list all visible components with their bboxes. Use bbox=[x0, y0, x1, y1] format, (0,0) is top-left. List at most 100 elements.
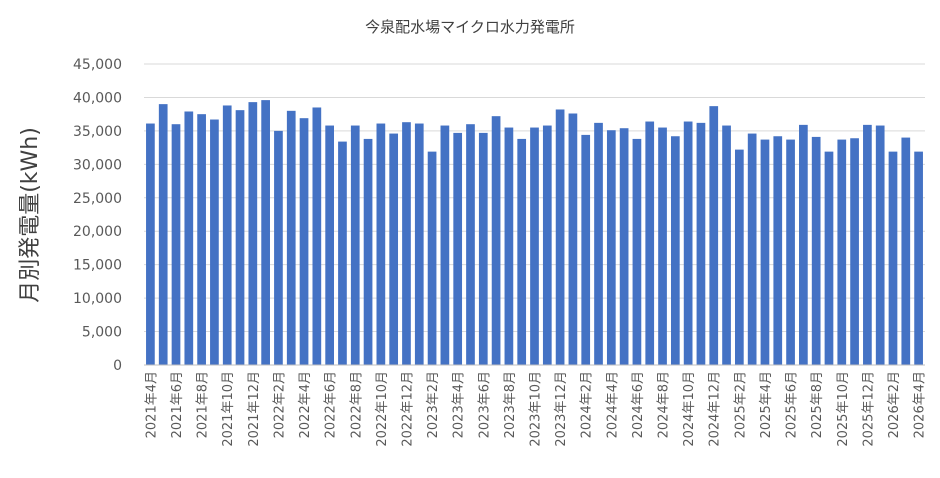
bar bbox=[184, 111, 194, 365]
bar bbox=[261, 100, 270, 366]
bar bbox=[453, 132, 463, 365]
x-tick-label: 2024年6月 bbox=[631, 371, 646, 438]
bar bbox=[414, 123, 424, 365]
bar bbox=[658, 127, 667, 366]
bar bbox=[389, 133, 399, 365]
bar bbox=[696, 122, 706, 366]
y-tick-label: 45,000 bbox=[73, 57, 122, 73]
bar bbox=[517, 138, 527, 365]
y-tick-label: 0 bbox=[113, 358, 122, 374]
x-tick-label: 2021年10月 bbox=[221, 371, 236, 447]
bar bbox=[594, 122, 603, 366]
bar bbox=[799, 124, 808, 365]
bar bbox=[568, 113, 578, 366]
bar bbox=[248, 102, 258, 366]
bar bbox=[197, 114, 206, 366]
bars bbox=[146, 100, 923, 366]
x-tick-label: 2024年12月 bbox=[708, 371, 723, 447]
bar bbox=[504, 127, 514, 366]
x-tick-label: 2022年8月 bbox=[349, 371, 364, 438]
bar bbox=[325, 125, 335, 365]
bar bbox=[338, 141, 347, 365]
x-tick-label: 2023年8月 bbox=[503, 371, 518, 438]
bar bbox=[606, 130, 616, 365]
bar bbox=[542, 125, 552, 365]
x-tick-label: 2021年4月 bbox=[144, 371, 159, 438]
x-tick-label: 2022年4月 bbox=[298, 371, 313, 438]
bar bbox=[555, 109, 565, 366]
bar bbox=[747, 133, 757, 365]
x-tick-label: 2023年6月 bbox=[477, 371, 492, 438]
x-tick-label: 2025年8月 bbox=[810, 371, 825, 438]
x-tick-label: 2025年10月 bbox=[836, 371, 851, 447]
x-tick-label: 2023年2月 bbox=[426, 371, 441, 438]
bar bbox=[274, 130, 283, 365]
bar bbox=[440, 125, 450, 365]
bar bbox=[466, 124, 475, 365]
bar bbox=[312, 107, 322, 365]
bar bbox=[786, 139, 795, 365]
x-tick-label: 2025年12月 bbox=[861, 371, 876, 447]
bar bbox=[722, 125, 731, 365]
bar bbox=[350, 125, 360, 365]
bar bbox=[901, 137, 911, 365]
bar bbox=[888, 151, 898, 365]
x-tick-label: 2024年2月 bbox=[580, 371, 595, 438]
bar bbox=[581, 134, 591, 365]
bar bbox=[286, 110, 296, 365]
x-tick-label: 2021年8月 bbox=[196, 371, 211, 438]
bar bbox=[402, 122, 411, 366]
bar bbox=[146, 123, 155, 365]
y-tick-label: 5,000 bbox=[82, 325, 122, 341]
y-axis-ticks: 0 5,000 10,000 15,000 20,000 25,000 30,000 35,0… bbox=[73, 57, 122, 374]
x-tick-label: 2025年2月 bbox=[733, 371, 748, 438]
y-tick-label: 35,000 bbox=[73, 124, 122, 140]
bar bbox=[875, 125, 885, 365]
bar bbox=[491, 116, 501, 365]
x-tick-label: 2021年6月 bbox=[170, 371, 185, 438]
bar bbox=[376, 123, 386, 365]
bar bbox=[709, 106, 719, 365]
bar bbox=[222, 105, 232, 366]
bar bbox=[914, 151, 923, 365]
x-tick-label: 2022年10月 bbox=[375, 371, 390, 447]
bar bbox=[683, 121, 693, 365]
bar bbox=[824, 151, 834, 365]
x-tick-label: 2022年2月 bbox=[272, 371, 287, 438]
bar bbox=[760, 139, 770, 365]
x-tick-label: 2026年4月 bbox=[913, 371, 928, 438]
bar bbox=[427, 151, 437, 365]
bar bbox=[478, 132, 488, 365]
bar bbox=[632, 138, 642, 365]
bar bbox=[363, 138, 373, 365]
bar bbox=[530, 127, 539, 366]
y-tick-label: 10,000 bbox=[73, 291, 122, 307]
x-tick-label: 2022年6月 bbox=[324, 371, 339, 438]
x-tick-label: 2024年4月 bbox=[605, 371, 620, 438]
x-tick-label: 2024年8月 bbox=[657, 371, 672, 438]
bar bbox=[645, 121, 655, 365]
x-tick-label: 2025年6月 bbox=[785, 371, 800, 438]
bar bbox=[235, 110, 245, 365]
bar bbox=[158, 104, 168, 365]
chart-title: 今泉配水場マイクロ水力発電所 bbox=[365, 18, 575, 36]
x-tick-label: 2025年4月 bbox=[759, 371, 774, 438]
y-tick-label: 40,000 bbox=[73, 90, 122, 106]
x-tick-label: 2024年10月 bbox=[682, 371, 697, 447]
x-tick-label: 2023年4月 bbox=[452, 371, 467, 438]
x-tick-label: 2023年10月 bbox=[529, 371, 544, 447]
y-tick-label: 25,000 bbox=[73, 191, 122, 207]
y-tick-label: 20,000 bbox=[73, 224, 122, 240]
bar bbox=[837, 139, 847, 365]
bar bbox=[619, 128, 629, 365]
y-tick-label: 30,000 bbox=[73, 157, 122, 173]
bar bbox=[299, 118, 309, 366]
bar bbox=[773, 136, 783, 365]
bar bbox=[210, 119, 219, 365]
bar bbox=[171, 124, 181, 365]
x-tick-label: 2023年12月 bbox=[554, 371, 569, 447]
bar bbox=[850, 138, 859, 365]
bar bbox=[863, 124, 872, 365]
bar bbox=[811, 136, 821, 365]
